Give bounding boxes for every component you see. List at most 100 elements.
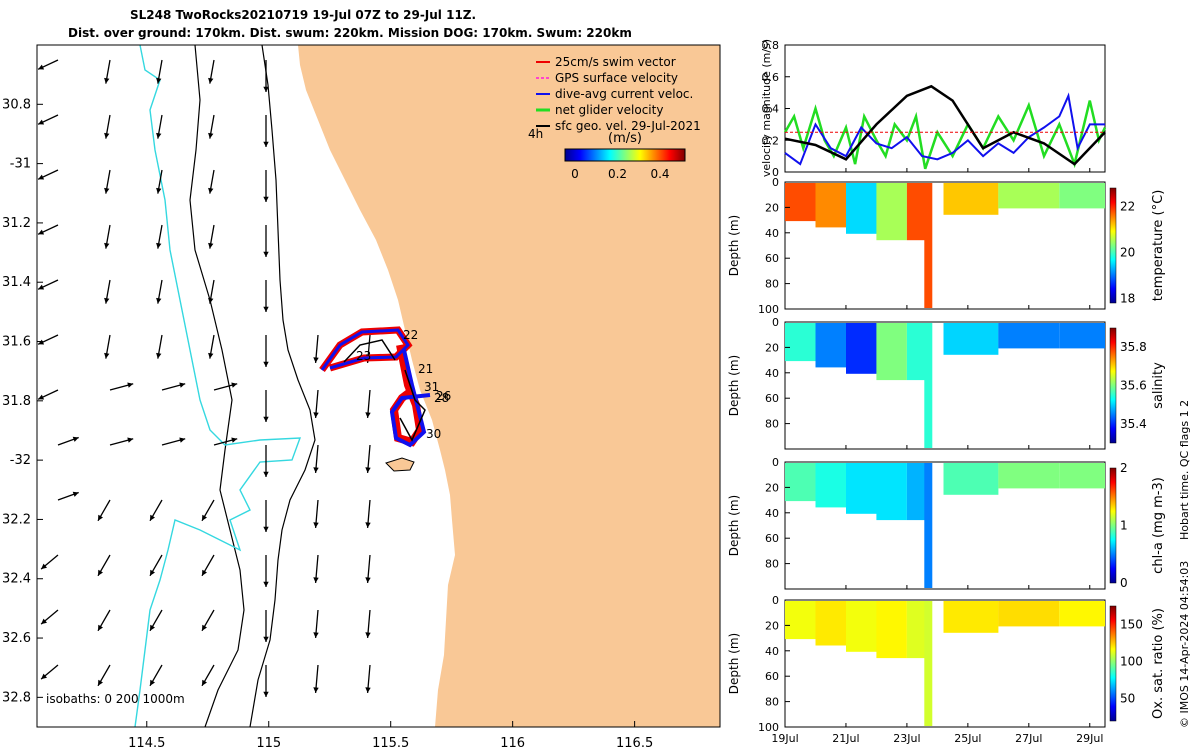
geo-arrowhead: [365, 522, 371, 528]
map-y-tick-label: -32: [10, 453, 31, 468]
profile-cell: [943, 463, 999, 495]
profile-deep-dive: [924, 323, 933, 448]
map-y-tick-label: 32.8: [2, 690, 31, 705]
geo-arrowhead: [263, 306, 269, 312]
geo-arrowhead: [38, 174, 45, 180]
profile-cell: [876, 463, 907, 521]
geo-arrowhead: [38, 394, 45, 400]
geo-arrowhead: [104, 297, 110, 304]
geo-arrowhead: [98, 569, 103, 576]
colorbar-label: temperature (°C): [1151, 190, 1166, 302]
profile-cell: [785, 463, 816, 502]
geo-arrowhead: [313, 467, 319, 473]
profile-colorbar: [1109, 187, 1117, 304]
colorbar-tick-label: 18: [1120, 291, 1135, 305]
profile-cell: [785, 601, 816, 640]
depth-tick-label: 100: [758, 721, 779, 734]
depth-tick-label: 100: [758, 303, 779, 316]
geo-arrowhead: [263, 691, 269, 697]
day-label: 30: [426, 427, 441, 441]
profile-cell: [1059, 183, 1105, 209]
profile-cell: [1059, 463, 1105, 489]
depth-tick-label: 20: [765, 201, 779, 214]
profile-cell: [785, 183, 816, 222]
day-label: 26: [436, 389, 451, 403]
geo-arrowhead: [208, 132, 214, 139]
profile-colorbar: [1109, 605, 1117, 722]
date-tick-label: 27Jul: [1015, 732, 1042, 745]
geo-arrowhead: [208, 77, 214, 84]
geo-arrowhead: [365, 687, 371, 693]
profile-cell: [998, 463, 1060, 489]
colorbar-tick-label: 150: [1120, 618, 1143, 632]
profile-cell: [815, 183, 846, 228]
map-x-tick-label: 116: [500, 736, 525, 750]
velocity-series-sfc-geo-vel-: [784, 84, 1106, 166]
day-label: 21: [418, 362, 433, 376]
profile-deep-dive: [924, 601, 933, 726]
depth-tick-label: 40: [765, 507, 779, 520]
colorbar-gradient: [564, 148, 686, 162]
profile-deep-dive: [924, 183, 933, 308]
profile-frame: [784, 599, 1106, 728]
geo-arrowhead: [38, 229, 45, 235]
map-y-tick-label: 32.4: [2, 572, 31, 587]
geo-arrowhead: [38, 284, 45, 290]
velocity-ylabel: velocity magnitude (m/s): [760, 39, 773, 177]
colorbar-tick: 0.4: [650, 167, 669, 181]
profile-cell: [785, 323, 816, 362]
land-mass: [298, 45, 720, 727]
geo-arrowhead: [156, 297, 162, 304]
geo-arrowhead: [156, 77, 162, 84]
geo-arrowhead: [179, 437, 186, 443]
geo-arrowhead: [72, 491, 79, 497]
depth-tick-label: 0: [772, 316, 779, 329]
date-tick-label: 23Jul: [893, 732, 920, 745]
colorbar-tick-label: 35.4: [1120, 417, 1147, 431]
geo-arrowhead: [72, 436, 79, 442]
velocity-y-tick-label: 0.4: [762, 103, 780, 116]
profile-cell: [815, 601, 846, 646]
depth-tick-label: 20: [765, 481, 779, 494]
profile-cell: [815, 463, 846, 508]
isobaths-label: isobaths: 0 200 1000m: [46, 692, 185, 706]
map-legend: 25cm/s swim vector GPS surface velocity di…: [528, 55, 701, 141]
legend-label: net glider velocity: [555, 103, 663, 117]
day-label: 23: [356, 349, 371, 363]
depth-tick-label: 80: [765, 278, 779, 291]
geo-arrowhead: [38, 339, 45, 345]
legend-label: GPS surface velocity: [555, 71, 678, 85]
colorbar-label: Ox. sat. ratio (%): [1151, 608, 1166, 719]
profile-frame: [784, 321, 1106, 450]
geo-arrowhead: [38, 64, 45, 70]
geo-arrowhead: [208, 187, 214, 194]
map-y-tick-label: 31.6: [2, 335, 31, 350]
profile-cell: [876, 323, 907, 381]
geo-arrowhead: [150, 679, 155, 686]
colorbar-tick-label: 20: [1120, 245, 1135, 259]
geo-arrowhead: [104, 132, 110, 139]
date-tick-label: 19Jul: [771, 732, 798, 745]
depth-tick-label: 0: [772, 456, 779, 469]
geo-arrowhead: [313, 687, 319, 693]
geo-arrowhead: [313, 632, 319, 638]
geo-arrowhead: [127, 382, 134, 388]
geo-arrowhead: [104, 352, 110, 359]
geo-arrowhead: [365, 632, 371, 638]
depth-tick-label: 20: [765, 341, 779, 354]
geo-arrowhead: [263, 471, 269, 477]
depth-tick-label: 0: [772, 176, 779, 189]
profile-deep-dive: [924, 463, 933, 588]
profile-cell: [998, 323, 1060, 349]
isobath-200: [249, 45, 316, 727]
geostrophic-arrows: [37, 59, 371, 697]
depth-tick-label: 60: [765, 670, 779, 683]
geo-arrowhead: [208, 242, 214, 249]
map-y-tick-label: 31.4: [2, 275, 31, 290]
profile-colorbar: [1109, 327, 1117, 444]
depth-tick-label: 40: [765, 227, 779, 240]
map-x-tick-label: 114.5: [128, 736, 165, 750]
